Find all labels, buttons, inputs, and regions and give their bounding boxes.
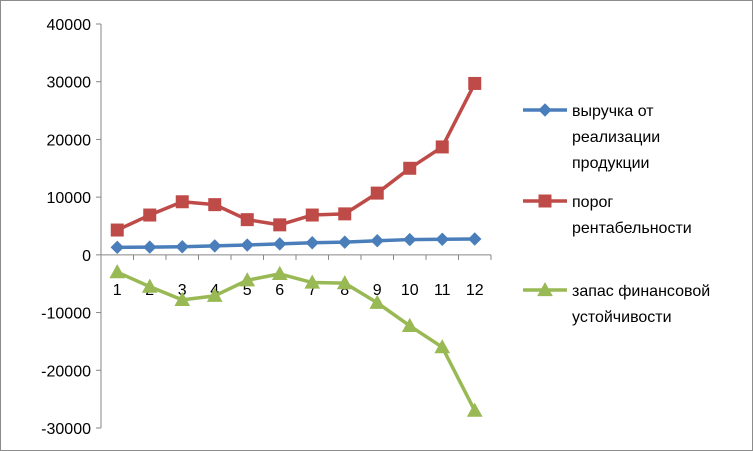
- data-point: [240, 238, 254, 252]
- x-tick-label: 3: [178, 282, 187, 299]
- data-point: [538, 103, 552, 117]
- data-point: [403, 232, 417, 247]
- series-1: [110, 232, 482, 255]
- data-point: [143, 240, 157, 254]
- data-point: [208, 239, 222, 253]
- data-point: [143, 208, 157, 222]
- series-2: [110, 76, 482, 237]
- data-point: [435, 232, 449, 246]
- data-point: [466, 402, 483, 417]
- series-line: [117, 237, 475, 250]
- data-point: [434, 339, 451, 354]
- data-point: [336, 275, 353, 290]
- data-point: [271, 265, 288, 281]
- legend-entry-2: порог рентабельности: [523, 194, 692, 237]
- data-point: [175, 240, 189, 254]
- legend-entry-1: выручка от реализации продукции: [523, 103, 660, 172]
- legend-label: порог: [572, 194, 613, 211]
- data-point: [305, 208, 319, 222]
- data-point: [110, 240, 124, 255]
- y-tick-label: 20000: [47, 132, 92, 149]
- data-point: [174, 291, 191, 306]
- data-point: [370, 234, 384, 248]
- series-3: [109, 264, 483, 417]
- legend-label: устойчивости: [572, 309, 672, 326]
- data-point: [305, 236, 319, 250]
- y-tick-label: -10000: [41, 306, 91, 323]
- y-tick-label: 30000: [47, 75, 92, 92]
- data-point: [206, 287, 223, 302]
- data-point: [273, 218, 287, 232]
- x-tick-label: 11: [434, 282, 451, 299]
- legend-label: выручка от: [572, 103, 654, 120]
- x-tick-label: 12: [466, 282, 484, 299]
- data-point: [538, 194, 552, 208]
- y-tick-label: -30000: [41, 421, 91, 438]
- y-tick-label: -20000: [41, 363, 91, 380]
- data-point: [109, 264, 126, 279]
- plot-area: [109, 76, 483, 417]
- data-point: [369, 294, 386, 309]
- data-point: [273, 237, 287, 251]
- data-point: [110, 223, 124, 237]
- legend-label: продукции: [572, 155, 649, 172]
- legend-entry-3: запас финансовой устойчивости: [523, 281, 710, 326]
- data-point: [304, 274, 321, 289]
- data-point: [537, 281, 553, 297]
- data-point: [403, 161, 417, 175]
- axes: 40000 30000 20000 10000 0 -10000 -20000 -30000 1…: [41, 17, 492, 438]
- data-point: [435, 140, 449, 154]
- series-line: [116, 82, 477, 232]
- data-point: [338, 235, 352, 249]
- x-tick-label: 8: [340, 282, 349, 299]
- legend: выручка от реализации продукции порог рентаб…: [523, 103, 710, 326]
- y-tick-label: 40000: [47, 17, 92, 34]
- series-line: [116, 270, 477, 412]
- data-point: [141, 278, 158, 293]
- x-tick-label: 9: [373, 282, 382, 299]
- x-tick-label: 1: [113, 282, 122, 299]
- data-point: [468, 76, 482, 90]
- y-tick-label: 10000: [47, 190, 92, 207]
- x-tick-label: 5: [243, 282, 252, 299]
- legend-label: запас финансовой: [572, 283, 710, 300]
- data-point: [468, 232, 482, 246]
- legend-label: реализации: [572, 129, 660, 146]
- data-point: [401, 317, 418, 332]
- data-point: [239, 272, 256, 287]
- x-tick-label: 10: [401, 282, 419, 299]
- data-point: [208, 198, 222, 212]
- data-point: [175, 195, 189, 209]
- data-point: [370, 186, 384, 200]
- legend-label: рентабельности: [572, 220, 692, 237]
- x-tick-label: 7: [308, 282, 317, 299]
- data-point: [240, 213, 254, 227]
- x-tick-label: 6: [275, 282, 284, 299]
- data-point: [338, 207, 352, 221]
- y-tick-label: 0: [82, 248, 91, 265]
